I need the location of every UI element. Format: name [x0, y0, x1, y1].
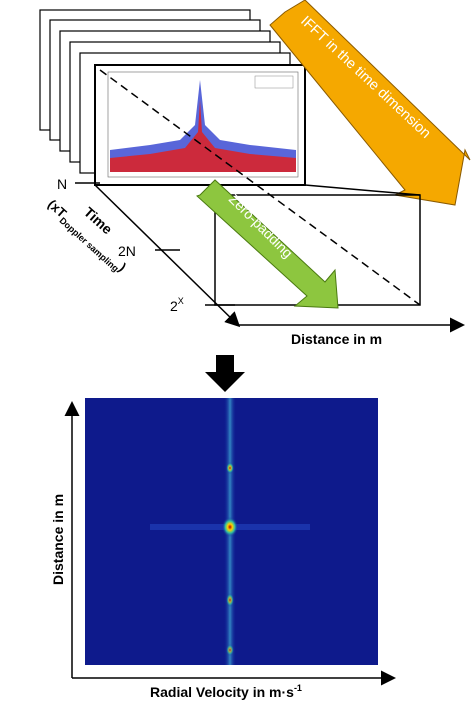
- map-x-label: Radial Velocity in m·s-1: [150, 683, 302, 700]
- down-arrow: [205, 355, 245, 392]
- spectrum-plot: [107, 71, 299, 178]
- map-y-label: Distance in m: [50, 494, 66, 585]
- time-title: Time: [81, 204, 116, 238]
- tick-2n: 2N: [118, 243, 136, 259]
- range-doppler-map: [85, 398, 378, 665]
- zero-padding-arrow: [196, 179, 339, 309]
- time-axis-label: Time (xTDoppler sampling): [45, 196, 129, 274]
- tick-n: N: [57, 176, 67, 192]
- distance-axis-label: Distance in m: [291, 331, 382, 347]
- ifft-arrow: [269, 0, 471, 206]
- tick-2x: 2X: [170, 296, 184, 314]
